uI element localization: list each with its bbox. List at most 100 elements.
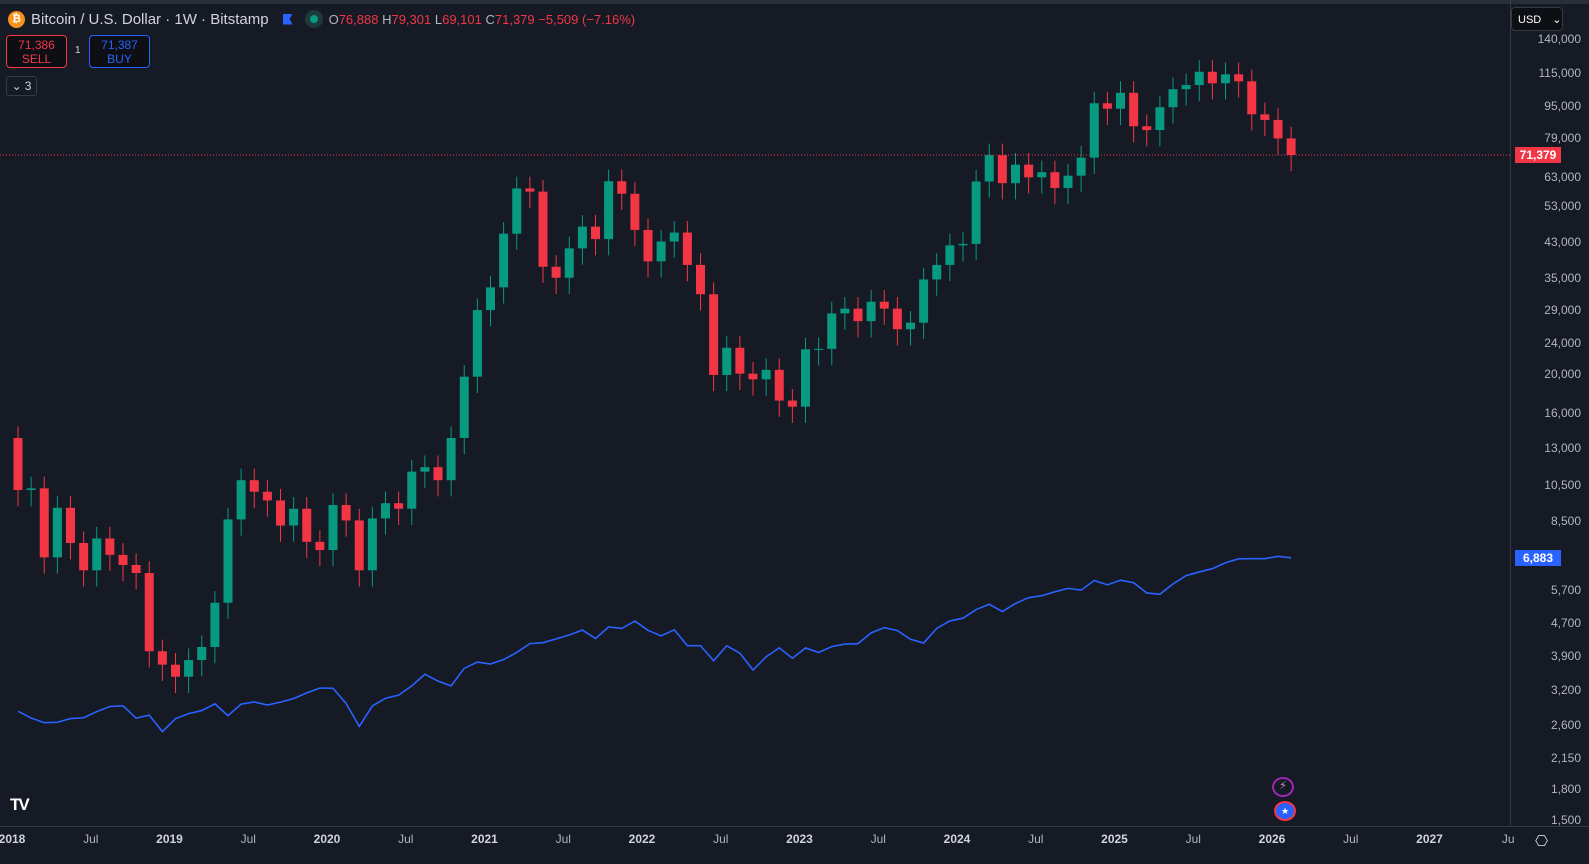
candle-body [761,369,771,380]
sell-button[interactable]: 71,386 SELL [6,35,67,68]
candle-body [66,507,75,543]
currency-select[interactable]: USD ⌄ [1511,7,1563,31]
candle-body [564,248,574,278]
market-status-icon[interactable] [304,10,323,28]
price-axis-label: 1,800 [1550,781,1581,796]
candle-body [1063,175,1073,188]
price-axis-label: 115,000 [1538,65,1582,80]
chevron-down-icon: ⌄ [1552,14,1562,26]
candle-body [1089,103,1099,158]
candle-body [1076,157,1086,176]
candle-body [407,471,417,509]
candle-body [1194,71,1204,86]
time-axis-label: 2019 [156,832,183,846]
candle-body [591,226,600,240]
candle-body [302,508,312,542]
candle-body [486,287,495,311]
candle-body [13,437,23,491]
candle-body [39,488,49,558]
candle-body [249,480,259,492]
time-axis-label: 2025 [1101,832,1128,846]
price-chart[interactable] [0,0,1510,826]
time-axis-label: Jul [1185,832,1201,846]
candle-body [840,308,850,314]
price-axis-label: 20,000 [1544,367,1581,382]
symbol-title[interactable]: Bitcoin / U.S. Dollar · 1W · Bitstamp [31,10,269,28]
time-axis-label: 2020 [313,832,341,846]
price-axis-label: 16,000 [1544,405,1581,420]
candle-body [984,155,994,182]
tradingview-logo[interactable]: TV [10,795,30,814]
events-icon[interactable]: ⚡ [1272,777,1294,797]
candle-body [459,376,469,438]
last-price-badge: 71,379 [1515,147,1561,163]
candle-body [1260,114,1270,120]
time-axis-label: 2027 [1416,832,1443,846]
candle-body [131,564,141,574]
candle-body [236,480,246,520]
price-axis-label: 8,500 [1550,514,1581,529]
candle-body [420,467,430,472]
price-axis-label: 53,000 [1544,199,1581,214]
candle-body [1116,92,1125,109]
top-toolbar-edge [0,0,1589,4]
time-axis-label: Jul [713,832,729,846]
price-axis-label: 2,600 [1550,718,1581,733]
time-axis-label: 2024 [943,832,971,846]
candle-body [617,181,627,194]
candle-body [932,264,942,280]
candle-body [289,508,299,526]
candle-body [433,467,443,481]
price-axis-label: 2,150 [1550,751,1581,766]
candle-body [787,400,797,407]
candle-body [919,279,929,323]
price-axis-label: 140,000 [1537,32,1581,46]
bitcoin-icon: ₿ [8,10,25,28]
indicators-toggle-button[interactable]: ⌄ 3 [6,76,37,96]
time-axis-label: Jul [398,832,414,846]
flag-icon[interactable] [282,13,293,25]
time-axis-label: Jul [555,832,571,846]
trade-quantity: 1 [75,45,81,56]
candle-body [971,181,981,244]
time-axis-label: 2023 [786,832,813,846]
buy-button[interactable]: 71,387 BUY [89,35,150,68]
price-axis-label: 79,000 [1544,130,1581,145]
candle-body [853,308,863,322]
candle-body [604,181,614,240]
candle-body [118,554,128,565]
price-axis-label: 24,000 [1544,335,1581,350]
candle-body [315,541,325,551]
time-axis-label: 2026 [1258,832,1286,846]
candle-body [801,349,810,407]
candle-body [171,664,180,677]
settings-icon[interactable]: ⎔ [1535,833,1549,850]
candle-body [381,503,390,519]
candle-body [525,188,535,192]
candle-body [1037,172,1047,178]
price-axis-label: 35,000 [1544,270,1581,285]
candle-body [262,491,272,501]
time-axis-label: Jul [83,832,99,846]
candle-body [341,505,351,521]
candle-body [1155,107,1165,131]
candle-body [1221,74,1230,84]
candle-body [223,519,233,603]
price-axis-label: 3,200 [1550,682,1581,697]
price-axis-label: 10,500 [1544,478,1581,493]
candle-body [669,232,679,242]
us-flag-event-icon[interactable]: ★ [1274,801,1296,821]
candle-body [906,322,915,330]
candle-body [276,500,285,526]
time-axis-label: Jul [240,832,256,846]
price-axis[interactable]: 140,000 115,000 95,000 79,000 63,000 53,000 43… [1510,0,1589,827]
candle-body [144,573,154,652]
candle-body [328,505,338,551]
time-axis[interactable]: ⎔ 2018 Jul 2019 Jul 2020 Jul 2021 Jul 2022 Jul 2023… [0,826,1589,864]
time-axis-label: Jul [1028,832,1044,846]
candle-body [827,313,837,349]
candle-body [184,660,194,677]
candle-body [472,310,482,377]
candle-body [79,542,89,571]
chevron-down-icon: ⌄ [11,79,22,93]
